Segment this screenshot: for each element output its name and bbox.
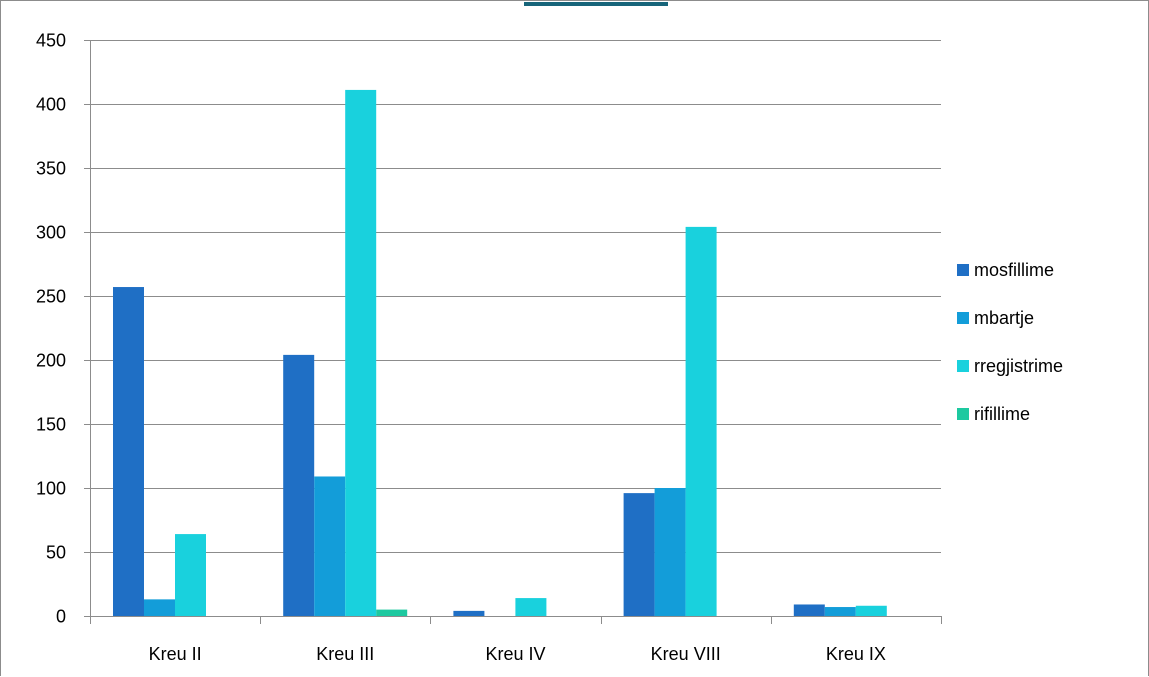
- y-tick-label: 50: [46, 543, 66, 563]
- bar-mbartje-kreu-iii: [314, 476, 346, 616]
- legend-swatch: [957, 360, 969, 372]
- bar-mosfillime-kreu-iv: [453, 610, 485, 616]
- bar-mbartje-kreu-ii: [144, 599, 175, 616]
- y-tick-label: 100: [36, 479, 66, 499]
- legend-swatch: [957, 264, 969, 276]
- legend-label: rregjistrime: [974, 356, 1063, 376]
- legend: mosfillime mbartje rregjistrime rifillime: [957, 260, 1063, 424]
- bar-rregjistrime-kreu-viii: [685, 226, 717, 616]
- x-tick-label: Kreu IV: [485, 644, 545, 664]
- axes: [84, 40, 942, 624]
- bar-rregjistrime-kreu-iii: [345, 89, 377, 617]
- bar-mosfillime-kreu-ii: [113, 287, 144, 616]
- bar-rregjistrime-kreu-iv: [515, 598, 547, 616]
- legend-item-mosfillime: mosfillime: [957, 260, 1054, 280]
- legend-item-mbartje: mbartje: [957, 308, 1034, 328]
- bars: [113, 89, 887, 617]
- gridlines: [90, 40, 941, 553]
- x-tick-label: Kreu IX: [826, 644, 886, 664]
- title-bar-mark: [524, 2, 668, 6]
- y-tick-label: 200: [36, 351, 66, 371]
- legend-item-rregjistrime: rregjistrime: [957, 356, 1063, 376]
- y-tick-labels: 0 50 100 150 200 250 300 350 400 450: [36, 31, 66, 627]
- bar-rifillime-kreu-iii: [376, 609, 408, 616]
- bar-mbartje-kreu-ix: [824, 607, 856, 616]
- bar-mosfillime-kreu-ix: [793, 604, 825, 616]
- legend-label: rifillime: [974, 404, 1030, 424]
- y-tick-label: 450: [36, 31, 66, 51]
- x-tick-labels: Kreu II Kreu III Kreu IV Kreu VIII Kreu IX: [149, 644, 886, 664]
- legend-label: mosfillime: [974, 260, 1054, 280]
- bar-rregjistrime-kreu-ii: [175, 534, 206, 616]
- x-tick-label: Kreu VIII: [651, 644, 721, 664]
- legend-label: mbartje: [974, 308, 1034, 328]
- bar-mbartje-kreu-viii: [654, 488, 686, 616]
- x-tick-label: Kreu II: [149, 644, 202, 664]
- legend-item-rifillime: rifillime: [957, 404, 1030, 424]
- bar-mosfillime-kreu-iii: [283, 354, 315, 616]
- y-tick-label: 400: [36, 95, 66, 115]
- bar-mosfillime-kreu-viii: [623, 493, 655, 616]
- legend-swatch: [957, 408, 969, 420]
- y-tick-label: 250: [36, 287, 66, 307]
- y-tick-label: 350: [36, 159, 66, 179]
- legend-swatch: [957, 312, 969, 324]
- x-tick-label: Kreu III: [316, 644, 374, 664]
- y-tick-label: 150: [36, 415, 66, 435]
- y-tick-label: 300: [36, 223, 66, 243]
- bar-rregjistrime-kreu-ix: [855, 605, 887, 616]
- y-tick-label: 0: [56, 607, 66, 627]
